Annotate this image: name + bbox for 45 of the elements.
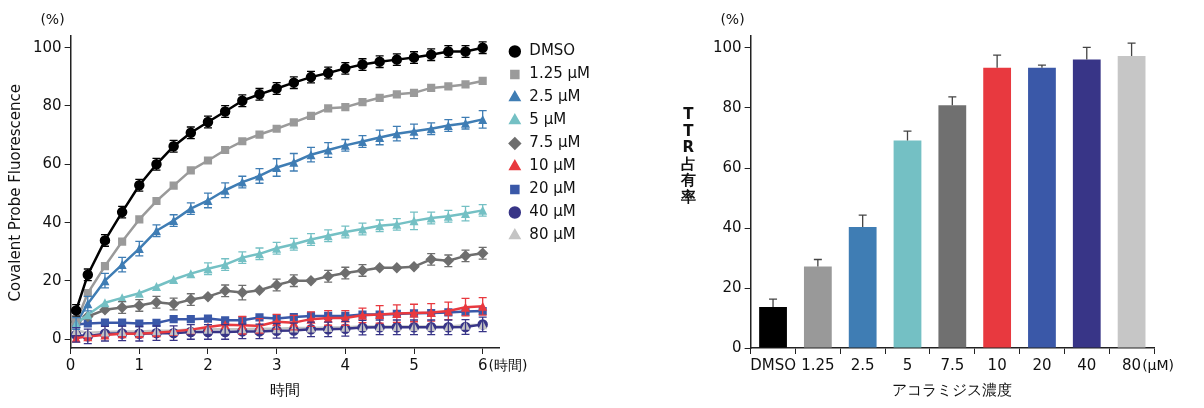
legend-label: 1.25 μM [529,64,590,83]
legend-label: 2.5 μM [529,87,581,106]
x-tick-label: 2.5 [850,355,875,374]
legend-label: 40 μM [529,202,576,221]
y-axis-title: Covalent Probe Fluorescence [6,83,24,301]
x-axis-title: 時間 [270,380,301,399]
x-tick-label: 6 [477,355,488,374]
x-tick-label: 2 [203,355,213,374]
y-tick-label: 20 [722,277,742,296]
y-tick-label: 0 [52,329,62,348]
x-tick-label: 1 [134,355,145,374]
legend-label: 7.5 μM [529,133,581,152]
x-tick-label: 4 [340,355,351,374]
x-tick-label: 80 [1122,355,1142,374]
text: (時間) [488,356,528,373]
text: (%) [40,10,65,27]
y-tick-label: 80 [42,95,62,114]
y-tick-label: 60 [722,157,742,176]
x-axis-title: アコラミジス濃度 [892,380,1013,399]
x-tick-label: 5 [409,355,419,374]
y-tick-label: 0 [732,337,742,356]
y-tick-label: 20 [42,270,62,289]
x-tick-label: 7.5 [940,355,965,374]
text: (%) [720,10,745,27]
x-tick-label: DMSO [750,355,796,374]
legend-label: 5 μM [529,110,567,129]
y-tick-label: 40 [722,217,742,236]
legend-label: DMSO [529,41,576,60]
legend-label: 20 μM [529,179,576,198]
x-tick-label: 0 [65,355,76,374]
y-tick-label: 100 [32,37,62,56]
y-tick-label: 100 [712,37,742,56]
y-axis-title: TTR占有率 [680,105,697,206]
x-tick-label: 5 [902,355,913,374]
x-tick-label: 1.25 [801,355,835,374]
y-tick-label: 40 [42,212,62,231]
x-tick-label: 20 [1032,355,1052,374]
legend-label: 10 μM [529,156,576,175]
x-tick-label: 3 [271,355,282,374]
x-tick-label: 40 [1077,355,1097,374]
legend-label: 80 μM [529,225,576,244]
y-tick-label: 80 [722,97,742,116]
text: (μM) [1142,356,1175,373]
y-tick-label: 60 [42,154,62,173]
x-tick-label: 10 [987,355,1007,374]
